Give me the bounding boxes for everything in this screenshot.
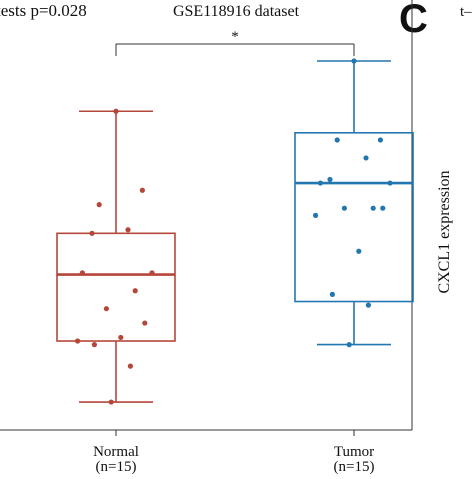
data-point [329,291,335,297]
box-group-normal: Normal(n=15) [56,108,176,475]
data-point [334,137,340,143]
data-point [149,270,155,276]
data-point [363,155,369,161]
data-point [108,399,114,405]
panel-letter: C [399,0,428,41]
data-point [75,338,81,344]
box-group-tumor: Tumor(n=15) [294,58,414,475]
data-point [125,227,131,233]
significance-star: * [231,29,239,45]
x-tick-label: Tumor [334,444,374,460]
data-point [327,176,333,183]
data-point [103,306,109,312]
significance-bracket: * [115,29,355,56]
x-tick-label: Normal [93,444,139,460]
data-point [139,187,145,193]
x-tick-n-label: (n=15) [334,459,375,474]
data-point [118,334,124,341]
data-point [127,363,133,369]
x-tick-n-label: (n=15) [96,459,137,474]
data-point [346,342,352,348]
data-point [79,270,85,276]
data-point [113,108,119,114]
data-point [91,342,97,348]
iqr-box [56,232,176,342]
data-point [365,302,371,308]
chart-title: GSE118916 dataset [173,3,300,20]
data-point [351,58,357,64]
data-point [377,137,383,143]
data-point [142,320,148,326]
iqr-box [294,132,414,303]
data-point [89,230,95,236]
y-axis-label: CXCL1 expression [436,170,453,293]
data-point [387,180,393,186]
data-point [370,205,376,211]
data-point [313,212,319,218]
data-point [96,202,102,208]
data-point [132,288,138,294]
stat-test-label: tests p=0.028 [0,1,87,20]
box-groups: Normal(n=15)Tumor(n=15) [56,58,414,475]
next-panel-fragment: t– [460,4,472,20]
data-point [317,180,323,186]
data-point [356,248,362,254]
data-point [380,205,386,211]
data-point [341,205,347,211]
